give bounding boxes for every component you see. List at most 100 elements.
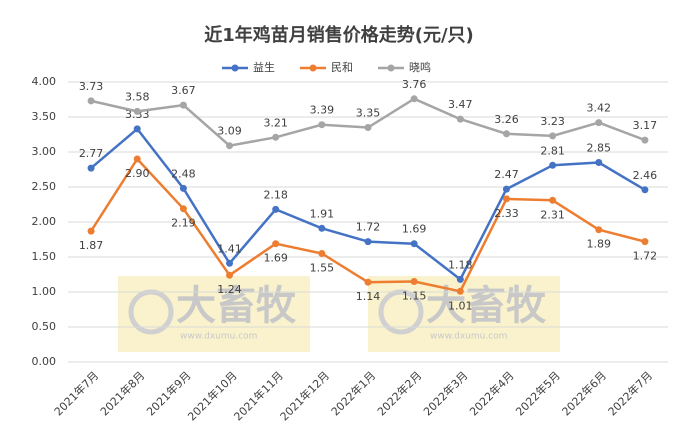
data-point xyxy=(272,240,280,248)
data-label: 1.87 xyxy=(79,239,104,252)
watermark-box xyxy=(368,276,560,352)
x-tick-label: 2022年2月 xyxy=(374,368,424,418)
data-label: 3.76 xyxy=(402,78,427,91)
data-label: 3.35 xyxy=(356,107,381,120)
data-label: 3.73 xyxy=(79,80,104,93)
data-label: 1.15 xyxy=(402,290,427,303)
data-label: 2.33 xyxy=(494,207,519,220)
data-point xyxy=(456,287,464,295)
data-label: 2.85 xyxy=(587,142,612,155)
data-point xyxy=(456,115,464,123)
data-point xyxy=(502,185,510,193)
data-label: 1.69 xyxy=(263,252,288,265)
data-label: 2.31 xyxy=(540,208,565,221)
legend-marker xyxy=(309,64,317,72)
data-label: 1.01 xyxy=(448,299,473,312)
data-point xyxy=(318,224,326,232)
y-tick-label: 0.50 xyxy=(32,320,57,333)
data-label: 1.89 xyxy=(587,238,612,251)
legend-label: 晓鸣 xyxy=(409,60,431,74)
data-point xyxy=(549,196,557,204)
data-point xyxy=(318,121,326,129)
data-label: 2.19 xyxy=(171,217,196,230)
data-label: 1.41 xyxy=(217,242,242,255)
data-point xyxy=(272,133,280,141)
data-label: 2.46 xyxy=(633,169,658,182)
data-point xyxy=(87,97,95,105)
data-point xyxy=(364,238,372,246)
legend-label: 民和 xyxy=(331,61,353,74)
x-tick-label: 2021年7月 xyxy=(51,368,101,418)
data-label: 1.69 xyxy=(402,223,427,236)
data-point xyxy=(226,259,234,267)
data-point xyxy=(641,136,649,144)
data-point xyxy=(595,119,603,127)
data-label: 2.18 xyxy=(263,188,288,201)
data-label: 2.77 xyxy=(79,147,104,160)
data-label: 3.42 xyxy=(587,102,612,115)
data-label: 1.55 xyxy=(310,262,335,275)
y-tick-label: 0.00 xyxy=(32,355,57,368)
x-tick-label: 2022年1月 xyxy=(328,368,378,418)
chart-title: 近1年鸡苗月销售价格走势(元/只) xyxy=(204,24,474,46)
x-tick-label: 2022年6月 xyxy=(559,368,609,418)
y-tick-label: 2.50 xyxy=(32,180,57,193)
x-tick-label: 2022年3月 xyxy=(420,368,470,418)
data-label: 1.14 xyxy=(356,290,381,303)
data-label: 2.48 xyxy=(171,167,196,180)
data-label: 1.72 xyxy=(356,221,381,234)
data-point xyxy=(226,142,234,150)
legend-label: 益生 xyxy=(253,60,275,74)
watermark-url: www.dxumu.com xyxy=(430,332,507,342)
data-point xyxy=(179,184,187,192)
data-point xyxy=(502,195,510,203)
data-point xyxy=(133,155,141,163)
x-tick-label: 2022年5月 xyxy=(513,368,563,418)
data-point xyxy=(272,205,280,213)
y-tick-label: 1.50 xyxy=(32,250,57,263)
x-tick-label: 2022年4月 xyxy=(466,368,516,418)
data-point xyxy=(456,275,464,283)
data-label: 3.58 xyxy=(125,90,150,103)
data-point xyxy=(364,124,372,131)
data-point xyxy=(364,278,372,286)
legend-marker xyxy=(231,64,239,72)
data-point xyxy=(410,278,418,285)
data-label: 3.17 xyxy=(633,119,658,132)
data-label: 1.24 xyxy=(217,283,242,296)
data-point xyxy=(318,250,326,257)
y-tick-label: 2.00 xyxy=(32,215,57,228)
data-point xyxy=(179,205,187,213)
watermark-url: www.dxumu.com xyxy=(180,332,257,342)
data-point xyxy=(502,130,510,138)
data-point xyxy=(179,101,187,109)
data-point xyxy=(410,95,418,103)
data-label: 3.09 xyxy=(217,125,242,138)
y-tick-label: 3.00 xyxy=(32,145,57,158)
data-label: 3.26 xyxy=(494,113,519,126)
legend-marker xyxy=(387,64,395,72)
data-point xyxy=(641,238,649,246)
x-tick-label: 2021年12月 xyxy=(277,368,332,423)
data-point xyxy=(641,186,649,194)
data-point xyxy=(595,226,603,234)
data-point xyxy=(87,227,95,235)
data-point xyxy=(549,132,557,140)
data-point xyxy=(410,240,418,248)
watermark-box xyxy=(118,276,310,352)
data-point xyxy=(133,107,141,115)
data-point xyxy=(87,164,95,172)
data-label: 3.23 xyxy=(540,115,565,128)
y-tick-label: 4.00 xyxy=(32,75,57,88)
data-label: 1.72 xyxy=(633,250,658,263)
data-point xyxy=(549,161,557,169)
data-label: 2.47 xyxy=(494,168,519,181)
x-tick-label: 2022年7月 xyxy=(605,368,655,418)
data-label: 1.18 xyxy=(448,258,473,271)
data-point xyxy=(226,271,234,279)
data-point xyxy=(133,125,141,133)
data-label: 2.81 xyxy=(540,144,565,157)
data-point xyxy=(595,159,603,166)
data-label: 3.21 xyxy=(263,116,288,129)
data-label: 3.39 xyxy=(310,104,335,117)
